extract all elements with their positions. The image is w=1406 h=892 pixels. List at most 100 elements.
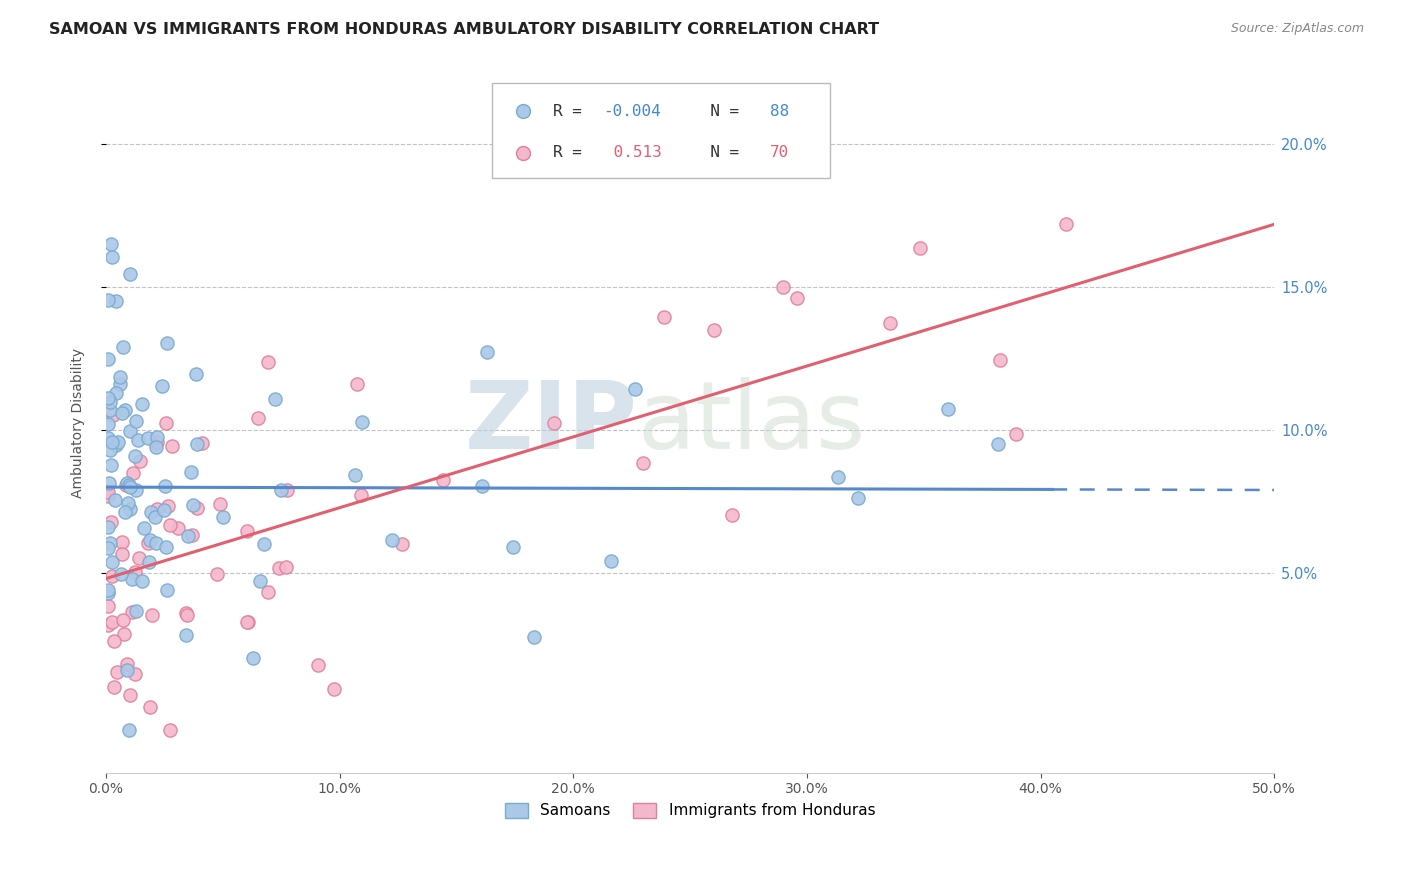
Text: SAMOAN VS IMMIGRANTS FROM HONDURAS AMBULATORY DISABILITY CORRELATION CHART: SAMOAN VS IMMIGRANTS FROM HONDURAS AMBUL… [49, 22, 879, 37]
Point [346, 376, 368, 391]
Point [166, 521, 188, 535]
Point [107, 435, 129, 450]
Point [432, 474, 454, 488]
Point [174, 606, 197, 620]
Point [703, 323, 725, 337]
Point [100, 237, 122, 252]
Point [631, 456, 654, 470]
Point [145, 436, 167, 450]
Point [242, 651, 264, 665]
Text: N =: N = [692, 104, 749, 119]
Point [136, 536, 159, 550]
Point [138, 555, 160, 569]
Point [246, 410, 269, 425]
Point [117, 475, 139, 490]
Point [118, 502, 141, 516]
Point [131, 574, 153, 588]
Point [101, 250, 124, 264]
Point [908, 241, 931, 255]
Point [350, 415, 373, 429]
Point [98, 403, 121, 417]
Point [523, 630, 546, 644]
Point [97, 476, 120, 491]
Point [98, 395, 121, 409]
Point [181, 528, 204, 542]
Text: 70: 70 [769, 145, 789, 160]
Text: 88: 88 [769, 104, 789, 119]
Point [111, 340, 134, 354]
Point [153, 478, 176, 492]
Point [307, 657, 329, 672]
Point [471, 479, 494, 493]
Point [343, 468, 366, 483]
Point [110, 566, 132, 581]
Point [100, 515, 122, 529]
Point [209, 497, 232, 511]
Point [105, 665, 128, 679]
Point [120, 688, 142, 702]
FancyBboxPatch shape [492, 84, 831, 178]
Point [350, 488, 373, 502]
Point [139, 505, 162, 519]
Point [156, 582, 179, 597]
Point [97, 618, 120, 632]
Point [186, 437, 208, 451]
Point [211, 510, 233, 524]
Point [103, 634, 125, 648]
Point [134, 521, 156, 535]
Text: 0.513: 0.513 [603, 145, 661, 160]
Point [128, 453, 150, 467]
Point [97, 519, 120, 533]
Point [159, 517, 181, 532]
Point [236, 615, 259, 629]
Point [117, 496, 139, 510]
Point [879, 316, 901, 330]
Point [120, 267, 142, 281]
Point [97, 599, 120, 613]
Point [97, 485, 120, 500]
Point [267, 560, 290, 574]
Point [502, 540, 524, 554]
Point [111, 534, 134, 549]
Point [846, 491, 869, 505]
Point [101, 409, 124, 423]
Point [108, 377, 131, 392]
Point [122, 467, 145, 481]
Point [97, 431, 120, 445]
Text: -0.004: -0.004 [603, 104, 661, 119]
Point [115, 657, 138, 671]
Point [125, 483, 148, 498]
Point [207, 566, 229, 581]
Point [543, 417, 565, 431]
Point [936, 402, 959, 417]
Point [257, 355, 280, 369]
Point [186, 500, 208, 515]
Point [146, 435, 169, 450]
Point [145, 536, 167, 550]
Point [159, 723, 181, 737]
Point [145, 440, 167, 454]
Point [253, 536, 276, 550]
Point [103, 680, 125, 694]
Point [111, 406, 134, 420]
Point [104, 493, 127, 508]
Point [177, 529, 200, 543]
Point [111, 547, 134, 561]
Point [827, 470, 849, 484]
Point [157, 500, 180, 514]
Point [125, 604, 148, 618]
Point [652, 310, 675, 325]
Legend: Samoans, Immigrants from Honduras: Samoans, Immigrants from Honduras [499, 797, 882, 824]
Text: R =: R = [554, 104, 592, 119]
Point [127, 434, 149, 448]
Text: ZIP: ZIP [464, 376, 637, 469]
Point [104, 386, 127, 401]
Point [101, 555, 124, 569]
Point [987, 437, 1010, 451]
Point [150, 379, 173, 393]
Point [236, 615, 259, 629]
Point [97, 489, 120, 503]
Point [112, 613, 135, 627]
Point [97, 293, 120, 307]
Point [138, 533, 160, 548]
